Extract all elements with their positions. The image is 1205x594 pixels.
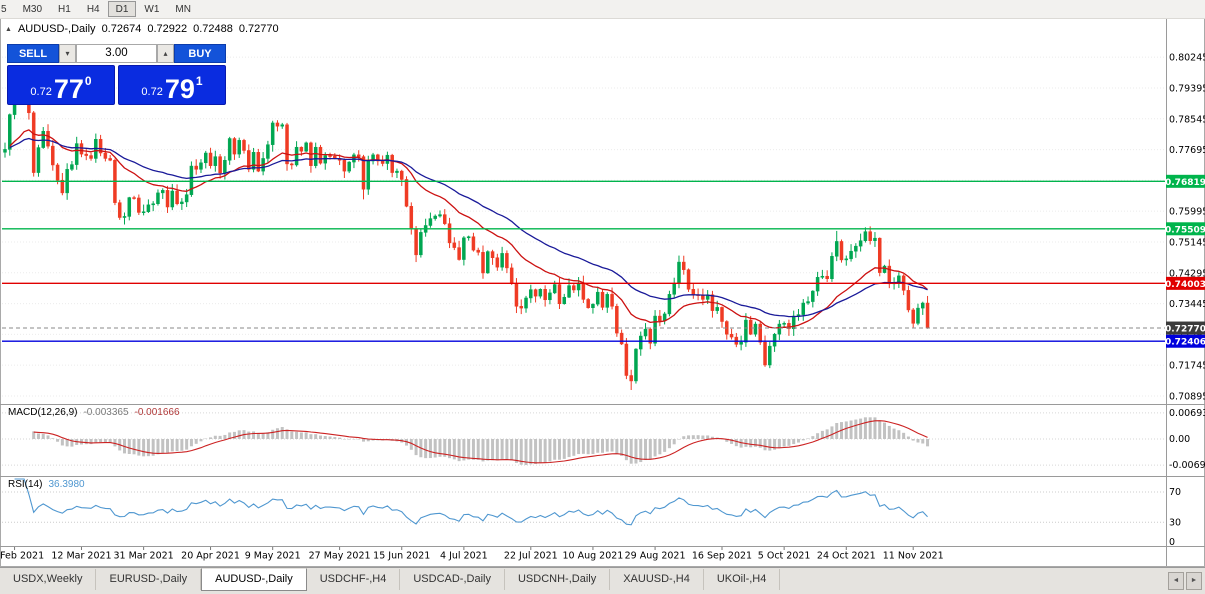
timeframe-button-MN[interactable]: MN — [167, 1, 199, 17]
buy-price-prefix: 0.72 — [141, 86, 163, 98]
timeframe-button-M30[interactable]: M30 — [15, 1, 50, 17]
collapse-trade-panel-icon[interactable]: ▲ — [5, 25, 12, 33]
tabs-scroll-right-icon[interactable]: ► — [1186, 572, 1202, 590]
ohlc-high: 0.72922 — [147, 23, 188, 35]
sell-price-display[interactable]: 0.72 77 0 — [7, 65, 115, 105]
trade-controls-row: SELL ▾ 3.00 ▴ BUY — [7, 44, 226, 63]
tabs-scroll-left-icon[interactable]: ◄ — [1168, 572, 1184, 590]
macd-indicator-label: MACD(12,26,9) -0.003365 -0.001666 — [8, 407, 180, 418]
sell-price-big: 77 — [53, 74, 84, 104]
timeframe-button-H4[interactable]: H4 — [79, 1, 108, 17]
tab-xauusd-h4[interactable]: XAUUSD-,H4 — [610, 569, 704, 590]
volume-increase-button[interactable]: ▴ — [157, 44, 174, 63]
tab-scroll-buttons: ◄ ► — [1168, 568, 1205, 590]
rsi-value: 36.3980 — [48, 479, 85, 490]
buy-price-display[interactable]: 0.72 79 1 — [118, 65, 226, 105]
ohlc-close: 0.72770 — [238, 23, 279, 35]
ohlc-low: 0.72488 — [193, 23, 233, 35]
timeframe-button-W1[interactable]: W1 — [136, 1, 167, 17]
tab-usdx-weekly[interactable]: USDX,Weekly — [0, 569, 97, 590]
trade-prices-row: 0.72 77 0 0.72 79 1 — [7, 65, 226, 105]
rsi-name: RSI(14) — [8, 479, 43, 490]
sell-price-prefix: 0.72 — [30, 86, 52, 98]
one-click-trading-panel: SELL ▾ 3.00 ▴ BUY 0.72 77 0 0.72 79 1 — [7, 44, 226, 105]
buy-button[interactable]: BUY — [174, 44, 226, 63]
timeframe-button-5[interactable]: 5 — [0, 1, 15, 17]
tab-usdcad-daily[interactable]: USDCAD-,Daily — [400, 569, 505, 590]
sell-price-sup: 0 — [84, 74, 92, 88]
timeframe-button-D1[interactable]: D1 — [107, 1, 137, 17]
ohlc-open: 0.72674 — [101, 23, 142, 35]
chart-tabs: USDX,Weekly EURUSD-,Daily AUDUSD-,Daily USD… — [0, 568, 781, 591]
rsi-indicator-label: RSI(14) 36.3980 — [8, 479, 85, 490]
volume-input[interactable]: 3.00 — [76, 44, 157, 63]
macd-signal-value: -0.001666 — [134, 407, 180, 418]
chart-title: ▲ AUDUSD-,Daily 0.72674 0.72922 0.72488 … — [5, 23, 279, 35]
sell-button[interactable]: SELL — [7, 44, 59, 63]
timeframe-button-H1[interactable]: H1 — [50, 1, 79, 17]
tab-ukoil-h4[interactable]: UKOil-,H4 — [704, 569, 781, 590]
chart-tabs-bar: USDX,Weekly EURUSD-,Daily AUDUSD-,Daily USD… — [0, 567, 1205, 594]
timeframe-toolbar: 5 M30 H1 H4 D1 W1 MN — [0, 0, 1205, 19]
macd-name: MACD(12,26,9) — [8, 407, 78, 418]
tab-usdchf-h4[interactable]: USDCHF-,H4 — [307, 569, 401, 590]
tab-audusd-daily[interactable]: AUDUSD-,Daily — [201, 568, 307, 591]
tab-usdcnh-daily[interactable]: USDCNH-,Daily — [505, 569, 611, 590]
chart-symbol-label: AUDUSD-,Daily — [17, 23, 96, 35]
macd-main-value: -0.003365 — [83, 407, 129, 418]
tab-eurusd-daily[interactable]: EURUSD-,Daily — [96, 569, 202, 590]
buy-price-big: 79 — [164, 74, 195, 104]
buy-price-sup: 1 — [195, 74, 203, 88]
volume-decrease-button[interactable]: ▾ — [59, 44, 76, 63]
